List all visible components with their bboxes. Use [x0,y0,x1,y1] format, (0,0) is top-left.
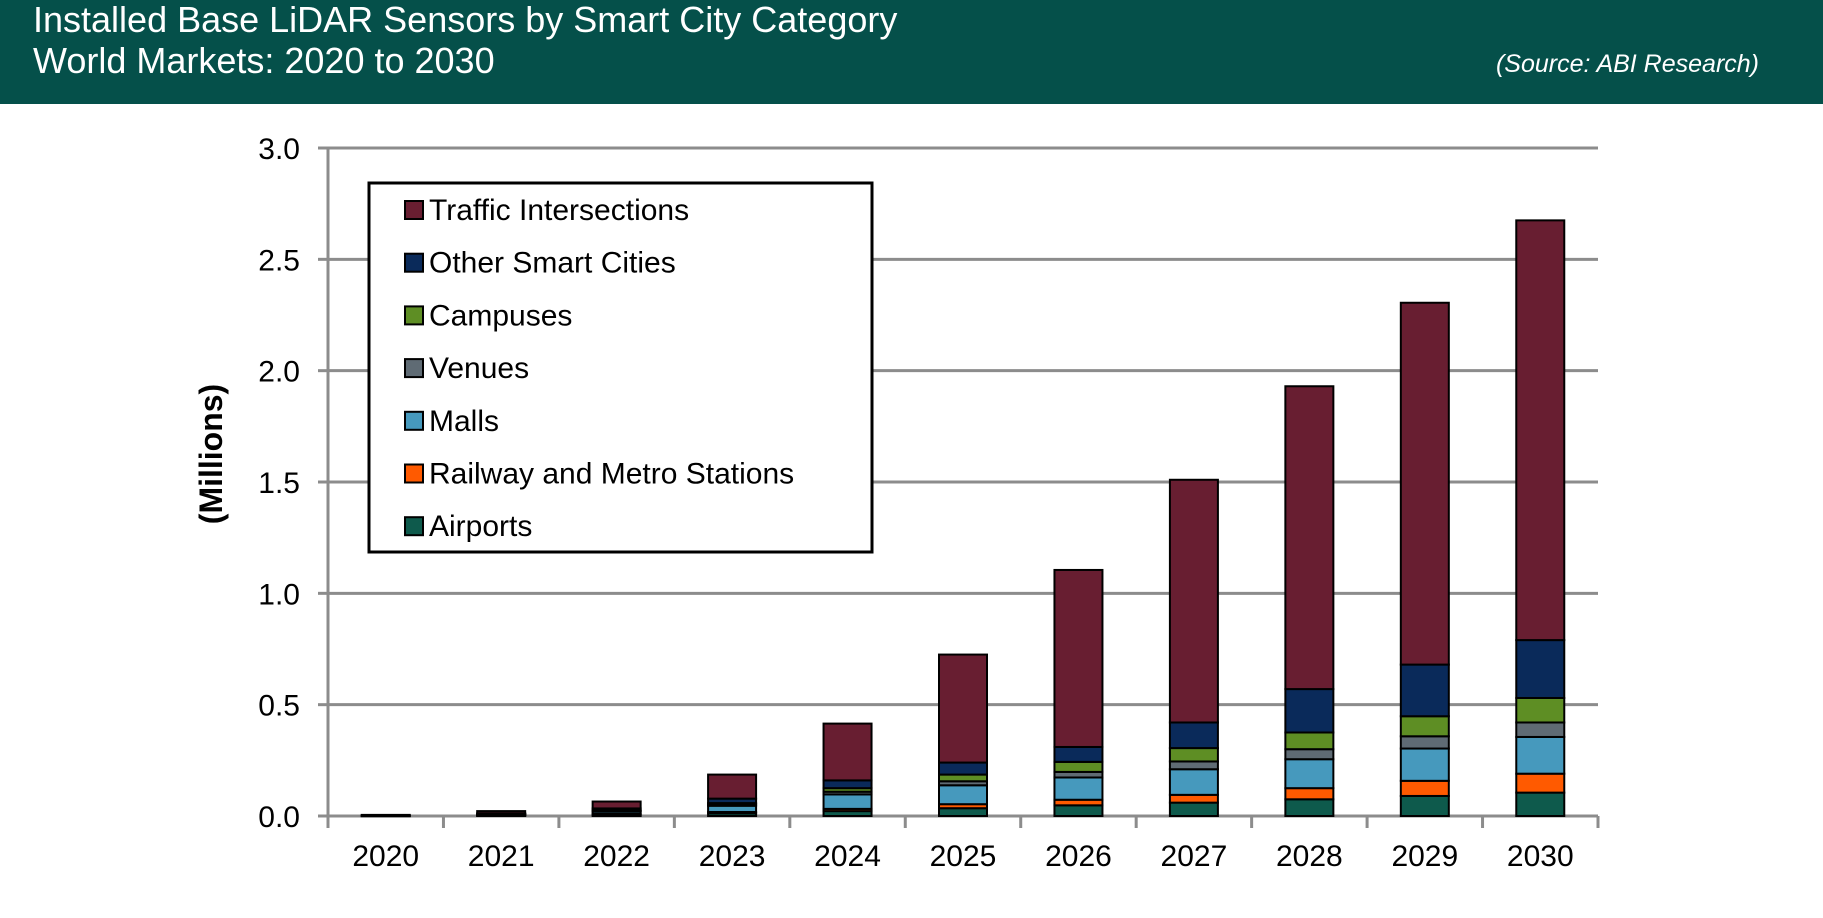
legend-swatch [404,516,424,537]
bar-segment-traffic-intersections-2024 [822,722,873,782]
y-tick-label: 1.5 [258,467,300,500]
bar-segment-airports-2026 [1053,804,1104,818]
bar-segment-traffic-intersections-2027 [1168,478,1219,724]
bar-segment-malls-2026 [1053,776,1104,801]
x-tick-label: 2023 [699,840,766,873]
chart-title: Installed Base LiDAR Sensors by Smart Ci… [33,0,898,40]
bar-segment-malls-2025 [938,784,988,806]
legend-swatch [404,410,424,431]
bar-segment-railway-and-metro-stations-2030 [1515,772,1566,794]
legend-entry: Malls [429,405,499,438]
x-tick-label: 2026 [1045,840,1112,873]
legend-swatch [404,463,424,484]
legend-swatch [404,358,424,379]
legend-swatch [404,252,424,273]
bar-segment-malls-2028 [1284,758,1335,790]
bar-segment-campuses-2026 [1053,760,1104,773]
legend-entry: Traffic Intersections [429,194,689,227]
legend-box [367,181,874,554]
bar-segment-venues-2029 [1399,735,1450,750]
bar-segment-airports-2027 [1168,801,1219,818]
x-tick-label: 2028 [1276,840,1343,873]
bar-segment-airports-2029 [1399,794,1450,818]
legend-swatch [404,200,424,220]
bar-segment-other-smart-cities-2030 [1515,639,1566,699]
chart-subtitle: World Markets: 2020 to 2030 [33,40,495,81]
bar-segment-traffic-intersections-2029 [1399,301,1450,666]
bar-segment-other-smart-cities-2027 [1168,721,1219,750]
x-tick-label: 2020 [352,840,419,873]
x-tick-label: 2022 [583,840,650,873]
bar-segment-other-smart-cities-2026 [1053,745,1104,763]
x-tick-label: 2030 [1507,840,1574,873]
bar-segment-malls-2029 [1399,747,1450,782]
x-tick-label: 2024 [814,840,881,873]
y-tick-label: 2.0 [258,356,300,389]
y-tick-label: 0.0 [258,801,300,834]
y-tick-label: 1.0 [258,578,300,611]
bar-segment-airports-2028 [1284,798,1335,817]
x-tick-label: 2029 [1391,840,1458,873]
bar-segment-traffic-intersections-2023 [707,773,758,800]
bar-segment-venues-2027 [1168,760,1219,771]
legend-entry: Campuses [429,299,572,332]
bar-segment-venues-2028 [1284,748,1335,761]
bar-segment-other-smart-cities-2024 [822,779,873,790]
bar-segment-other-smart-cities-2025 [938,761,988,776]
bar-segment-campuses-2030 [1515,696,1566,724]
legend-swatch [404,305,424,326]
x-tick-label: 2025 [930,840,997,873]
bar-segment-traffic-intersections-2025 [938,653,988,764]
bar-segment-traffic-intersections-2020 [360,813,411,817]
bar-segment-airports-2030 [1515,791,1566,817]
bar-segment-traffic-intersections-2028 [1284,385,1335,691]
bar-segment-campuses-2029 [1399,715,1450,738]
bar-segment-malls-2024 [822,793,873,810]
legend-entry: Other Smart Cities [429,247,676,280]
bar-segment-malls-2030 [1515,735,1566,775]
bar-segment-other-smart-cities-2028 [1284,688,1335,734]
bar-segment-campuses-2025 [938,773,988,783]
y-tick-label: 0.5 [258,690,300,723]
y-tick-label: 2.5 [258,244,300,277]
bar-segment-traffic-intersections-2030 [1515,219,1566,642]
bar-segment-railway-and-metro-stations-2028 [1284,787,1335,801]
bar-segment-traffic-intersections-2021 [476,810,527,815]
legend-entry: Venues [429,352,529,385]
bar-segment-railway-and-metro-stations-2027 [1168,793,1219,804]
x-tick-label: 2027 [1161,840,1228,873]
bar-segment-railway-and-metro-stations-2029 [1399,779,1450,797]
legend-entry: Airports [429,510,532,543]
bar-segment-other-smart-cities-2029 [1399,663,1450,718]
chart-header: Installed Base LiDAR Sensors by Smart Ci… [0,0,1823,104]
x-tick-label: 2021 [468,840,535,873]
legend-entry: Railway and Metro Stations [429,458,794,491]
bar-segment-traffic-intersections-2022 [591,800,642,810]
bar-segment-campuses-2028 [1284,731,1335,751]
source-note: (Source: ABI Research) [1495,50,1759,78]
bar-segment-campuses-2027 [1168,747,1219,763]
bar-segment-airports-2025 [938,807,988,817]
bar-segment-malls-2027 [1168,768,1219,796]
bar-segment-venues-2030 [1515,721,1566,738]
y-tick-label: 3.0 [258,133,300,166]
y-axis-label: (Millions) [193,384,229,524]
bar-segment-traffic-intersections-2026 [1053,568,1104,748]
